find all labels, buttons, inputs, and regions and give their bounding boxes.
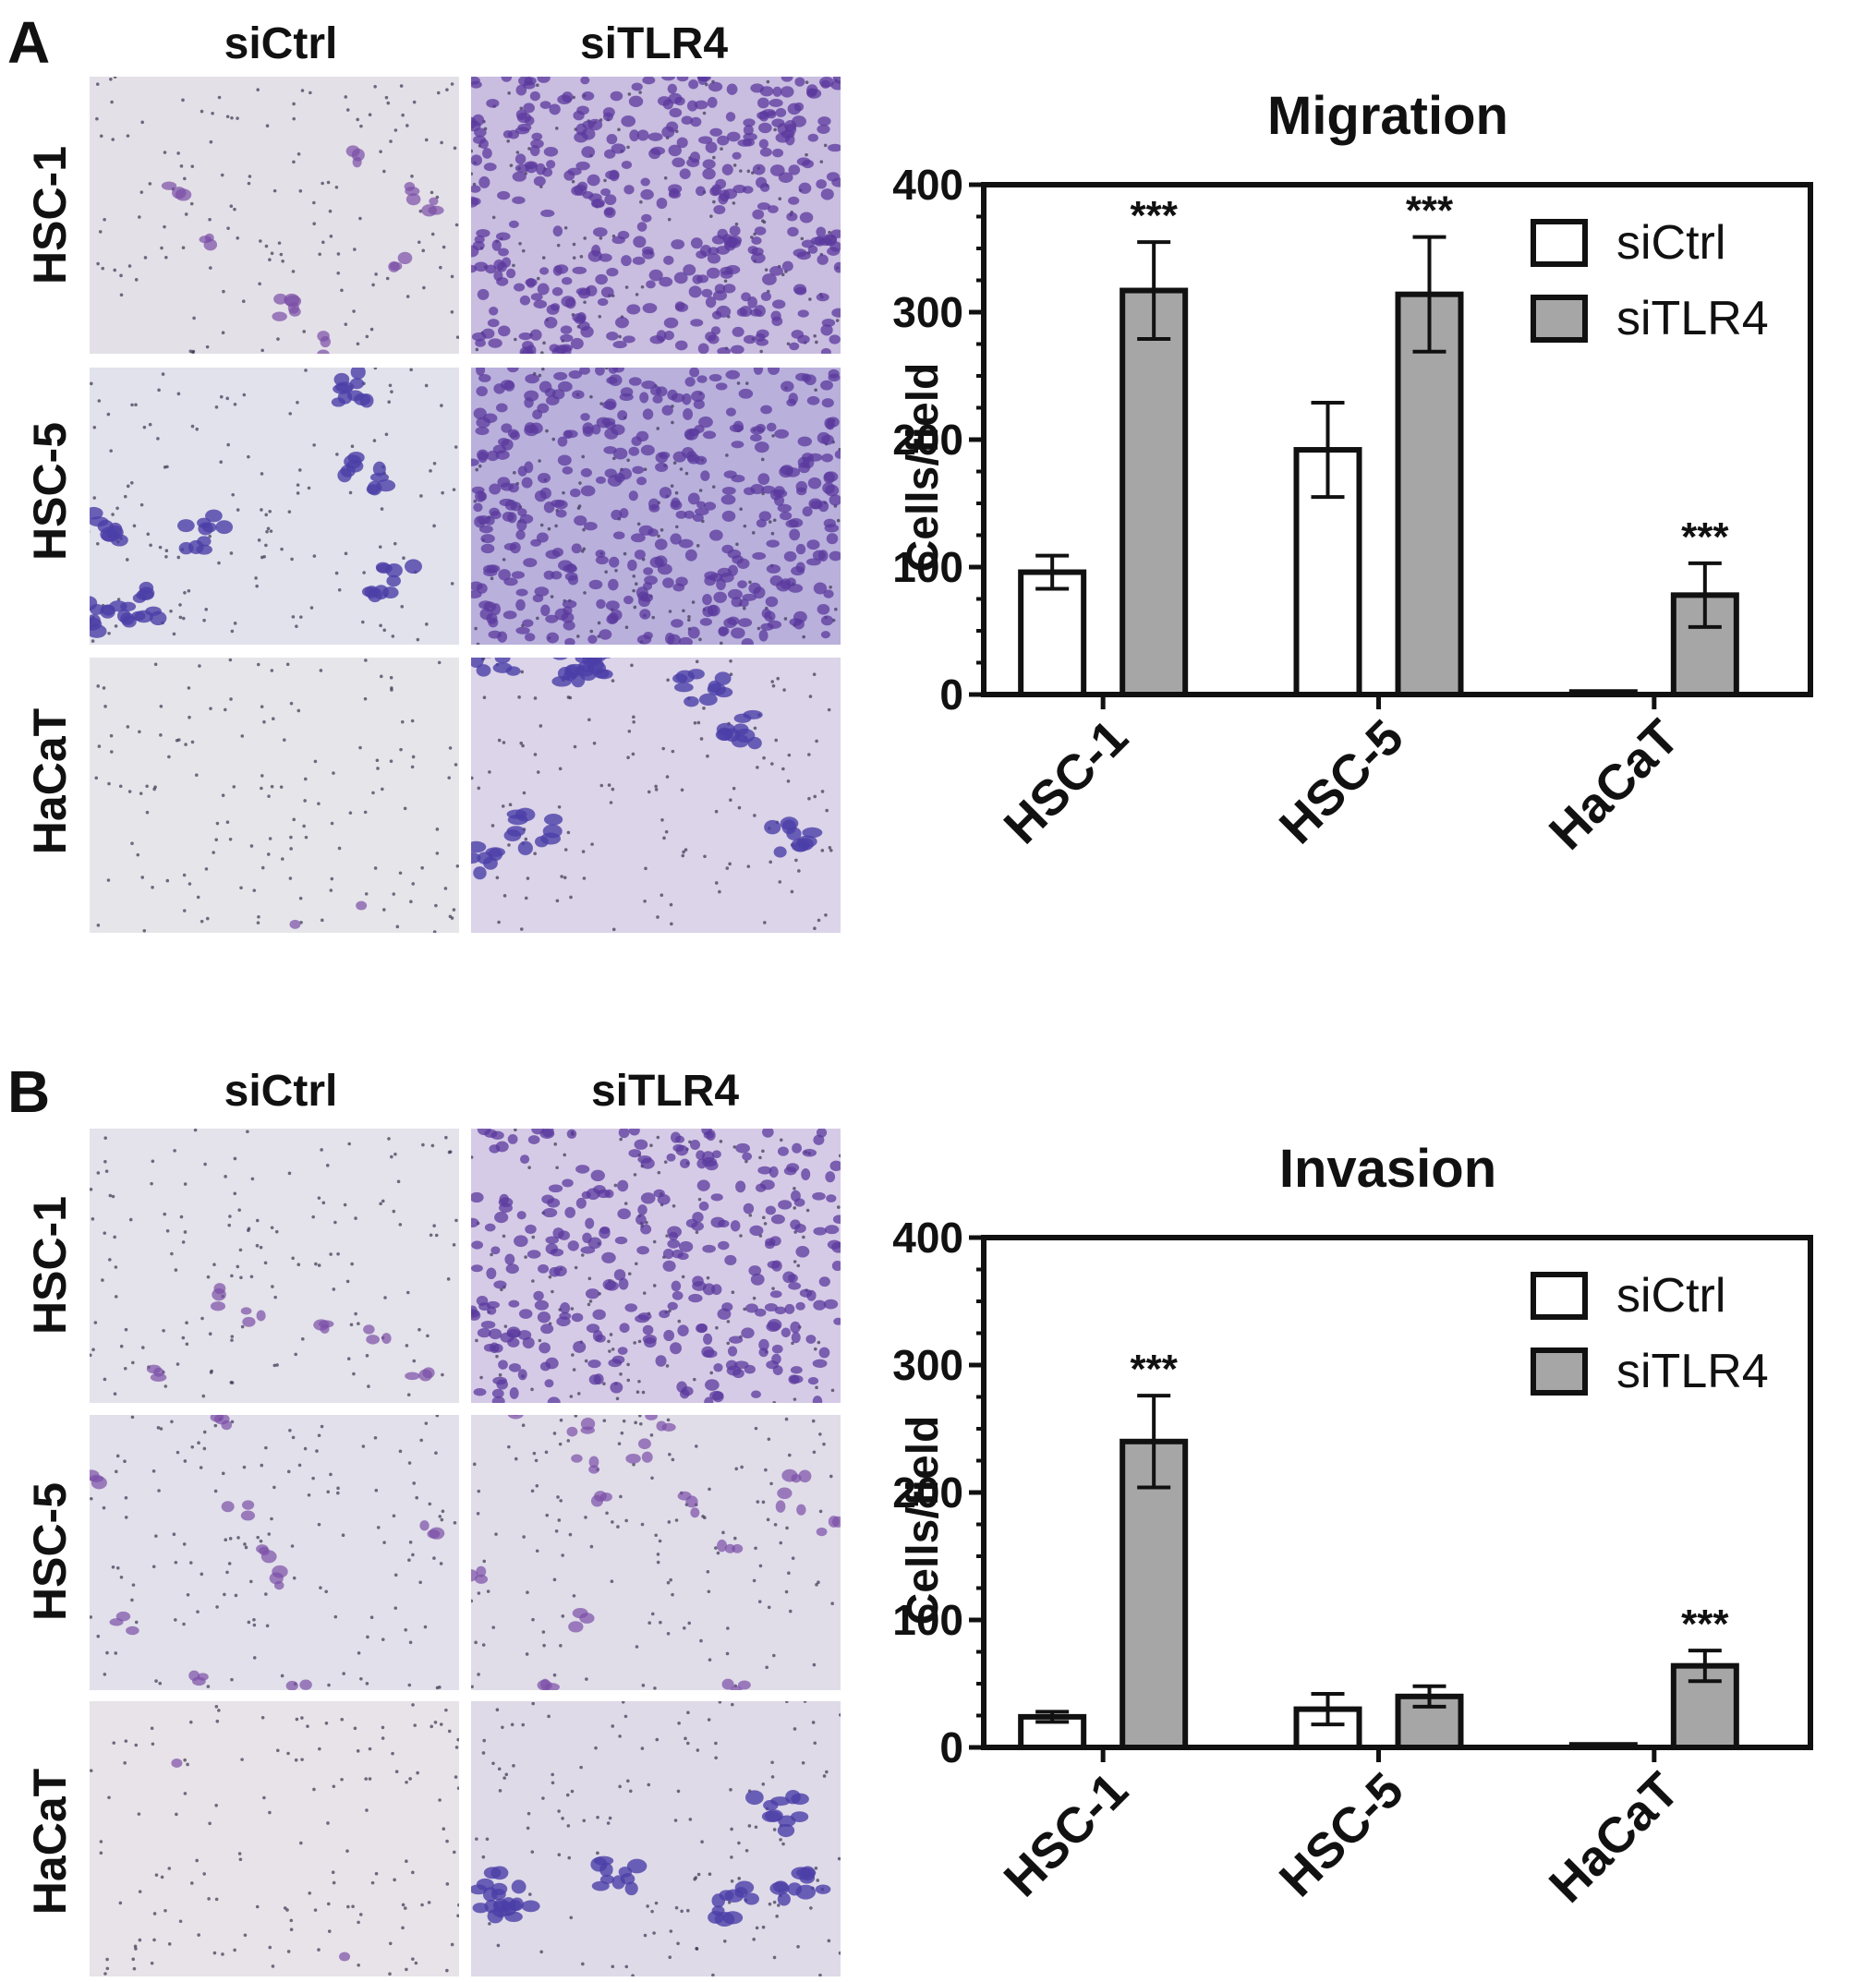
migration-significance: *** [1130, 193, 1178, 238]
panel-a-row-header-hsc5: HSC-5 [24, 421, 76, 562]
panel-b-row-header-hacat: HaCaT [24, 1768, 76, 1916]
invasion-chart: Invasion Cells/field 0 100 200 300 400 HSC-1 ***… [892, 1139, 1813, 1913]
micrograph-a-hacat-sictrl [90, 658, 459, 933]
migration-xtick-label: HSC-1 [994, 709, 1139, 854]
invasion-ytick-label: 300 [892, 1341, 963, 1389]
migration-ytick-label: 0 [939, 671, 963, 719]
migration-xtick-label: HaCaT [1539, 709, 1689, 860]
invasion-title: Invasion [1279, 1139, 1496, 1199]
micrograph-b-hsc1-sictrl [90, 1129, 459, 1403]
invasion-legend-label-sitlr4: siTLR4 [1616, 1345, 1769, 1398]
invasion-legend-swatch-sitlr4 [1531, 1348, 1588, 1396]
migration-significance: *** [1406, 188, 1454, 234]
migration-xtick-label: HSC-5 [1269, 709, 1414, 854]
panel-b-col-header-sitlr4: siTLR4 [590, 1067, 740, 1116]
panel-b-col-header-sictrl: siCtrl [224, 1067, 338, 1116]
migration-legend-label-sictrl: siCtrl [1616, 216, 1725, 270]
panel-a-letter: A [7, 9, 51, 76]
panel-b-row-header-hsc5: HSC-5 [24, 1481, 76, 1622]
micrograph-a-hsc1-sitlr4 [471, 77, 841, 354]
micrograph-background [90, 658, 459, 933]
panel-a-col-header-sitlr4: siTLR4 [579, 19, 729, 68]
invasion-ytick-label: 400 [892, 1214, 963, 1262]
invasion-bar-sictrl-hacat [1568, 1742, 1638, 1750]
micrograph-b-hacat-sitlr4 [471, 1701, 841, 1976]
micrograph-a-hsc1-sictrl [90, 77, 459, 354]
invasion-legend-swatch-sictrl [1531, 1272, 1588, 1320]
invasion-significance: *** [1681, 1601, 1729, 1647]
migration-ytick-label: 400 [892, 161, 963, 209]
panel-b-letter: B [7, 1058, 51, 1125]
micrograph-background [471, 658, 841, 933]
micrograph-b-hsc5-sitlr4 [471, 1415, 841, 1690]
migration-legend-label-sitlr4: siTLR4 [1616, 292, 1769, 345]
migration-bar-sitlr4-hsc-5 [1395, 291, 1464, 697]
micrograph-background [90, 1129, 459, 1403]
migration-legend-swatch-sitlr4 [1531, 295, 1588, 343]
micrograph-a-hacat-sitlr4 [471, 658, 841, 933]
invasion-xtick-label: HSC-5 [1269, 1762, 1414, 1907]
micrograph-b-hacat-sictrl [90, 1701, 459, 1976]
migration-chart: Migration Cells/field 0 100 200 300 400 HSC-1 **… [892, 86, 1813, 860]
invasion-xtick-label: HaCaT [1539, 1762, 1689, 1913]
migration-ytick-label: 100 [892, 543, 963, 591]
panel-a-col-header-sictrl: siCtrl [224, 19, 338, 68]
micrograph-a-hsc5-sictrl [90, 368, 459, 645]
invasion-legend-label-sictrl: siCtrl [1616, 1269, 1725, 1323]
migration-bar-sictrl-hacat [1568, 689, 1638, 697]
micrograph-background [471, 1701, 841, 1976]
micrograph-a-hsc5-sitlr4 [471, 368, 841, 645]
panel-b-row-header-hsc1: HSC-1 [24, 1195, 76, 1335]
migration-bar-sictrl-hsc-1 [1018, 569, 1087, 698]
panel-a-row-header-hsc1: HSC-1 [24, 145, 76, 285]
invasion-ytick-label: 0 [939, 1723, 963, 1771]
invasion-xtick-label: HSC-1 [994, 1762, 1139, 1907]
invasion-ytick-label: 200 [892, 1468, 963, 1517]
micrograph-background [90, 368, 459, 645]
migration-legend-swatch-sictrl [1531, 219, 1588, 267]
migration-ytick-label: 200 [892, 416, 963, 464]
migration-ytick-label: 300 [892, 288, 963, 336]
invasion-ytick-label: 100 [892, 1596, 963, 1644]
migration-ylabel: Cells/field [899, 363, 948, 573]
panel-a-row-header-hacat: HaCaT [24, 707, 76, 855]
micrograph-b-hsc5-sictrl [90, 1415, 459, 1690]
micrograph-background [90, 1701, 459, 1976]
migration-title: Migration [1267, 86, 1508, 146]
invasion-significance: *** [1130, 1347, 1178, 1392]
migration-significance: *** [1681, 514, 1729, 560]
micrograph-background [471, 1415, 841, 1690]
invasion-ylabel: Cells/field [899, 1416, 948, 1625]
migration-bar-sitlr4-hsc-1 [1120, 287, 1189, 697]
micrograph-b-hsc1-sitlr4 [471, 1129, 841, 1403]
micrograph-background [90, 77, 459, 354]
